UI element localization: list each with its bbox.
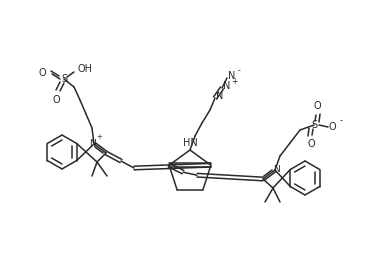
Text: O: O (52, 95, 60, 105)
Text: HN: HN (183, 138, 197, 148)
Text: -: - (238, 67, 240, 75)
Text: O: O (307, 139, 315, 149)
Text: OH: OH (78, 64, 93, 74)
Text: O: O (38, 68, 46, 78)
Text: N: N (216, 91, 224, 101)
Text: N: N (223, 81, 231, 91)
Text: +: + (231, 76, 237, 86)
Text: N: N (228, 71, 236, 81)
Text: O: O (328, 122, 336, 132)
Text: S: S (61, 74, 67, 84)
Text: -: - (339, 117, 342, 125)
Text: S: S (311, 120, 317, 130)
Text: N: N (90, 138, 96, 148)
Text: +: + (96, 134, 102, 140)
Text: N: N (274, 166, 280, 174)
Text: O: O (313, 101, 321, 111)
